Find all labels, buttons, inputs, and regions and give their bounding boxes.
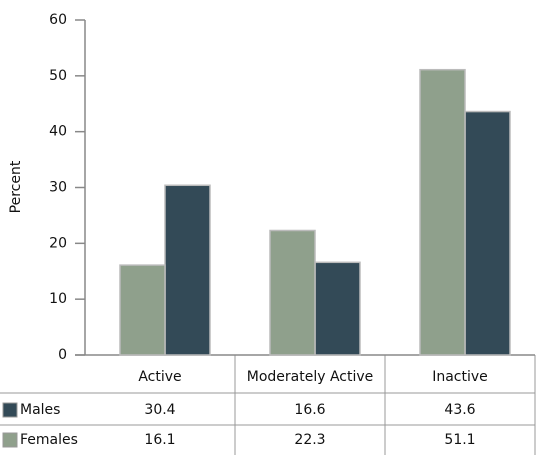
legend-label: Females	[20, 432, 78, 448]
legend-swatch	[2, 402, 18, 418]
bar	[464, 110, 511, 356]
table-value: 16.6	[294, 402, 325, 418]
legend-swatch	[2, 432, 18, 448]
x-tick-label: Inactive	[432, 369, 488, 385]
x-tick-label: Active	[138, 369, 181, 385]
y-tick-label: 20	[49, 235, 67, 251]
bar	[314, 261, 361, 356]
y-tick-label: 50	[49, 68, 67, 84]
y-tick-label: 60	[49, 12, 67, 28]
table-value: 22.3	[294, 432, 325, 448]
x-tick-label: Moderately Active	[247, 369, 374, 385]
y-tick-label: 10	[49, 291, 67, 307]
y-tick-label: 30	[49, 180, 67, 196]
table-value: 43.6	[444, 402, 475, 418]
table-value: 30.4	[144, 402, 175, 418]
legend-label: Males	[20, 402, 60, 418]
y-axis-label: Percent	[8, 160, 24, 213]
y-tick-label: 0	[58, 347, 67, 363]
table-value: 51.1	[444, 432, 475, 448]
table-value: 16.1	[144, 432, 175, 448]
bar	[164, 184, 211, 356]
y-tick-label: 40	[49, 124, 67, 140]
bar	[269, 229, 316, 356]
bar	[119, 264, 166, 356]
bar	[419, 68, 466, 356]
